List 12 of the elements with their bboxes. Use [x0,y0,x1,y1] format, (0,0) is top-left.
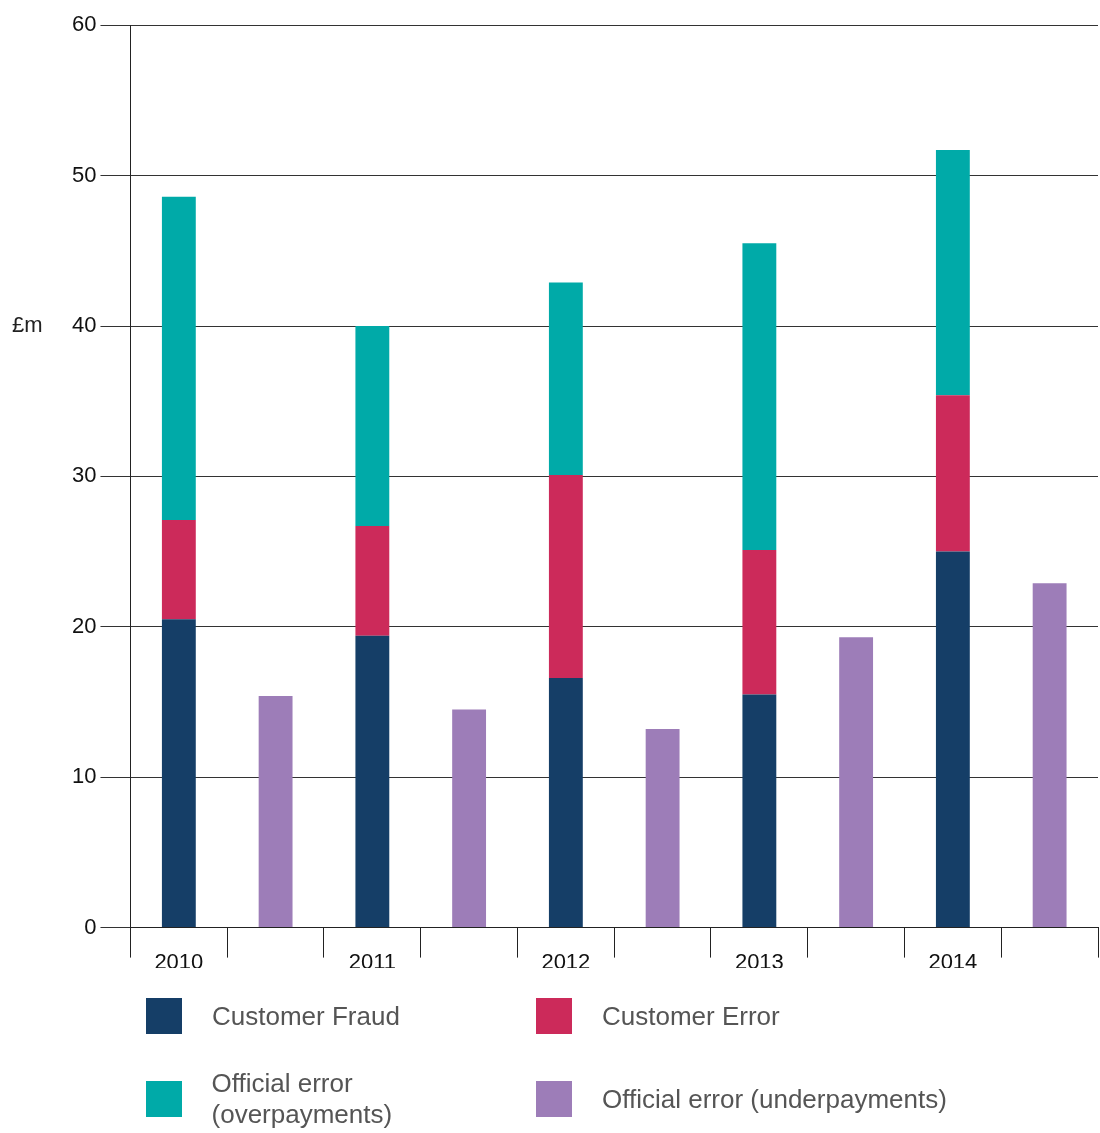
legend-label: Customer Error [602,1000,780,1032]
y-tick-label: 20 [71,612,97,638]
y-tick-label: 60 [71,11,97,37]
y-tick-label: 10 [71,763,97,789]
y-axis-title: £m [12,312,43,338]
y-tick-label: 30 [71,462,97,488]
y-tick-label: 0 [84,913,97,939]
legend-label: Customer Fraud [212,1000,400,1032]
y-tick-label: 40 [71,312,97,338]
legend-label: Official error (overpayments) [211,1068,394,1130]
y-tick-label: 50 [71,161,97,187]
legend-label: Official error (underpayments) [602,1083,947,1115]
